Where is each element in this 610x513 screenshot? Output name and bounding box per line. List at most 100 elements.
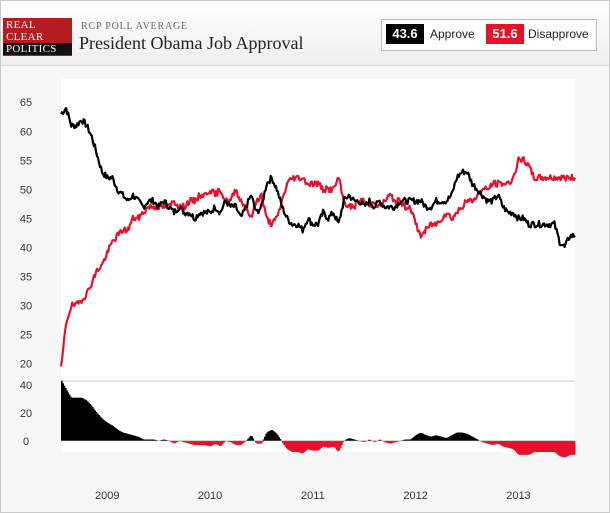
spread-bar xyxy=(373,440,375,442)
spread-bar xyxy=(460,432,463,441)
spread-bar xyxy=(70,396,72,441)
spread-bar xyxy=(63,385,66,441)
spread-bar xyxy=(287,440,289,450)
spread-bar xyxy=(116,429,118,441)
spread-bar xyxy=(514,440,517,452)
spread-bar xyxy=(269,430,271,441)
spread-bar xyxy=(235,440,238,446)
spread-bar xyxy=(163,439,166,441)
spread-bar xyxy=(338,440,341,451)
spread-bar xyxy=(228,440,230,442)
spread-bar xyxy=(86,401,89,441)
spread-bar xyxy=(300,440,302,453)
spread-bar xyxy=(396,440,399,442)
spread-bar xyxy=(138,437,140,441)
spread-bar xyxy=(124,433,126,441)
spread-bar xyxy=(431,436,433,441)
spread-bar xyxy=(262,439,265,441)
spread-bar xyxy=(449,436,451,441)
spread-bar xyxy=(258,440,261,444)
spread-bar xyxy=(542,440,545,452)
disapprove-value-badge: 51.6 xyxy=(486,24,524,44)
spread-bar xyxy=(284,440,287,447)
spread-bar xyxy=(95,412,98,441)
spread-bar xyxy=(201,440,203,446)
spread-bar xyxy=(176,440,179,442)
spread-bar xyxy=(208,440,211,447)
spread-bar xyxy=(98,415,100,441)
spread-bar xyxy=(499,440,501,445)
spread-bar xyxy=(348,438,351,441)
spread-bar xyxy=(447,437,450,441)
spread-bar xyxy=(102,419,104,441)
spread-bar xyxy=(319,440,321,450)
spread-bar xyxy=(216,440,219,445)
spread-bar xyxy=(222,440,225,443)
spread-bar xyxy=(352,439,355,441)
spread-bar xyxy=(206,440,208,446)
spread-bar xyxy=(162,439,165,441)
spread-y-tick-label: 20 xyxy=(20,408,32,420)
spread-bar xyxy=(318,440,320,451)
spread-bar xyxy=(311,440,314,451)
disapprove-label: Disapprove xyxy=(528,27,589,41)
spread-bar xyxy=(356,440,359,441)
spread-bar xyxy=(104,421,107,441)
spread-bar xyxy=(341,440,343,446)
spread-bar xyxy=(175,440,178,443)
spread-bar xyxy=(378,439,381,441)
spread-bar xyxy=(401,440,404,441)
spread-bar xyxy=(504,440,506,447)
spread-bar xyxy=(491,440,494,445)
spread-bar xyxy=(136,436,139,441)
spread-bar xyxy=(567,440,569,456)
spread-bar xyxy=(427,435,429,441)
spread-bar xyxy=(463,433,465,441)
spread-bar xyxy=(477,439,479,441)
spread-bar xyxy=(293,440,296,452)
spread-bar xyxy=(145,439,148,441)
y-tick-label: 30 xyxy=(20,301,32,313)
spread-bar xyxy=(224,440,226,442)
y-tick-label: 35 xyxy=(20,271,32,283)
spread-bar xyxy=(129,434,131,441)
spread-bar xyxy=(126,433,129,441)
spread-bar xyxy=(67,392,70,441)
spread-bar xyxy=(494,440,496,445)
rcp-logo[interactable]: REAL CLEAR POLITICS xyxy=(3,18,72,56)
spread-bar xyxy=(257,440,260,444)
header: REAL CLEAR POLITICS RCP POLL AVERAGE Pre… xyxy=(1,1,609,66)
spread-bar xyxy=(559,440,562,457)
spread-bar xyxy=(379,439,382,441)
spread-bar xyxy=(91,406,94,441)
spread-bar xyxy=(530,440,532,454)
spread-bar xyxy=(429,436,432,441)
spread-bar xyxy=(554,440,557,453)
spread-bar xyxy=(171,440,174,443)
spread-bar xyxy=(174,440,176,444)
spread-bar xyxy=(563,440,566,458)
spread-bar xyxy=(76,397,79,441)
spread-bar xyxy=(573,440,576,455)
spread-bar xyxy=(276,434,279,441)
spread-bar xyxy=(270,430,273,441)
spread-bar xyxy=(330,440,333,447)
spread-bar xyxy=(485,440,487,444)
disapprove-line xyxy=(59,156,576,367)
spread-bar xyxy=(415,434,418,441)
spread-bar xyxy=(544,440,546,452)
spread-bar xyxy=(536,440,539,452)
spread-bar xyxy=(451,434,454,441)
spread-bar xyxy=(486,440,488,444)
spread-bar xyxy=(397,440,400,442)
spread-bar xyxy=(323,440,325,447)
spread-bar xyxy=(384,440,387,443)
x-tick-label: 2010 xyxy=(198,490,222,502)
approval-chart[interactable]: 20 25 30 35 40 45 50 55 60 65 0 20 40 2009 2010 2011 201… xyxy=(1,65,609,512)
spread-bar xyxy=(113,427,116,441)
spread-bar xyxy=(195,440,198,446)
x-tick-label: 2012 xyxy=(403,490,427,502)
spread-bar xyxy=(510,440,513,449)
logo-line-1: REAL xyxy=(6,19,36,31)
